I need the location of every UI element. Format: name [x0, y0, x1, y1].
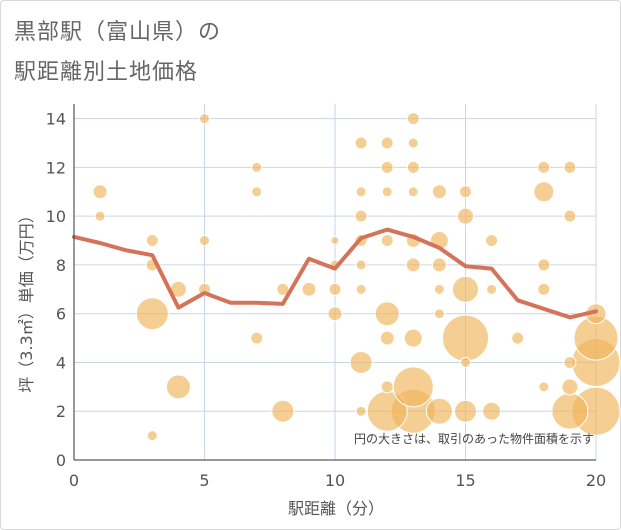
y-tick-label: 10 [46, 207, 66, 226]
data-point [486, 283, 498, 295]
data-point [407, 186, 419, 198]
data-point [165, 374, 191, 400]
data-point [380, 234, 394, 248]
data-point [380, 136, 394, 150]
data-point [355, 186, 367, 198]
chart-title-line2: 駅距離別土地価格 [14, 60, 199, 85]
data-point [251, 161, 263, 173]
data-point [537, 258, 551, 272]
data-point [433, 308, 445, 320]
data-point [538, 381, 550, 393]
size-annotation: 円の大きさは、取引のあった物件面積を示す [354, 431, 594, 446]
data-point [374, 301, 400, 327]
data-point [199, 235, 210, 247]
data-point [250, 331, 264, 345]
scatter-points [92, 112, 621, 442]
data-point [380, 380, 394, 394]
data-point [454, 399, 477, 423]
data-point [330, 236, 340, 246]
trend-path [72, 227, 598, 320]
data-point [135, 297, 169, 331]
data-point [354, 209, 368, 223]
data-point [355, 283, 367, 295]
data-point [537, 282, 551, 296]
data-point [403, 328, 423, 348]
data-point [533, 181, 555, 203]
data-point [355, 405, 367, 417]
y-tick-label: 0 [56, 451, 66, 470]
data-point [511, 331, 525, 345]
y-tick-label: 8 [56, 256, 66, 275]
axes: 0 5 10 15 20 0 2 4 6 8 10 12 14 [46, 104, 606, 490]
y-tick-label: 12 [46, 158, 66, 177]
y-axis-label: 坪（3.3㎡）単価（万円） [17, 207, 36, 392]
trend-line [72, 227, 598, 320]
data-point [349, 350, 373, 374]
data-point [433, 283, 445, 295]
data-point [354, 136, 368, 150]
data-point [392, 366, 434, 408]
data-point [563, 355, 577, 369]
data-point [380, 160, 394, 174]
data-point [563, 160, 577, 174]
x-tick-label: 20 [586, 471, 606, 490]
data-point [457, 207, 474, 225]
y-tick-label: 14 [46, 110, 66, 129]
data-point [327, 306, 343, 322]
data-point [561, 378, 579, 396]
x-tick-label: 10 [325, 471, 345, 490]
x-tick-label: 5 [199, 471, 209, 490]
data-point [407, 137, 419, 149]
data-point [94, 210, 106, 222]
x-tick-label: 15 [455, 471, 475, 490]
data-point [276, 282, 290, 296]
data-point [442, 314, 489, 362]
data-point [146, 430, 158, 442]
data-point [485, 234, 499, 248]
y-tick-label: 2 [56, 402, 66, 421]
data-point [92, 184, 108, 200]
data-point [551, 392, 589, 430]
chart-title-line1: 黒部駅（富山県）の [14, 20, 222, 45]
x-tick-label: 0 [69, 471, 79, 490]
data-point [328, 282, 342, 296]
data-point [537, 160, 551, 174]
data-point [431, 257, 447, 273]
data-point [452, 275, 479, 303]
data-point [406, 160, 420, 174]
data-point [379, 330, 395, 346]
data-point [425, 397, 453, 425]
data-point [381, 186, 393, 198]
data-point [482, 401, 502, 421]
data-point [301, 281, 317, 297]
data-point [406, 112, 420, 126]
data-point [405, 257, 421, 273]
data-point [563, 209, 577, 223]
data-point [251, 186, 263, 198]
data-point [145, 234, 159, 248]
x-axis-label: 駅距離（分） [288, 499, 384, 518]
data-point [459, 185, 472, 199]
y-tick-label: 4 [56, 353, 66, 372]
data-point [431, 184, 447, 200]
data-point [271, 399, 295, 423]
data-point [460, 356, 471, 368]
y-tick-label: 6 [56, 305, 66, 324]
data-point [355, 259, 367, 271]
data-point [199, 113, 210, 125]
grid-lines [73, 104, 597, 461]
